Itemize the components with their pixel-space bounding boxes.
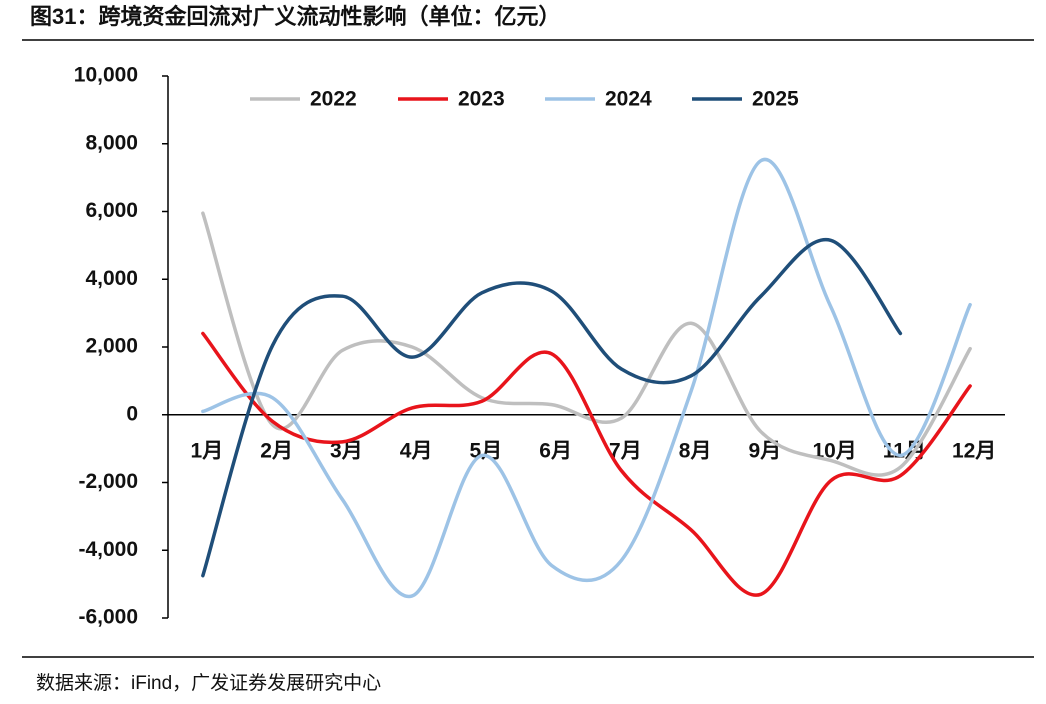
legend-label: 2022 [310, 88, 357, 111]
y-tick-label: 8,000 [85, 131, 138, 154]
x-tick-label: 8月 [679, 439, 712, 462]
x-tick-label: 9月 [749, 439, 782, 462]
y-tick-label: 10,000 [74, 64, 138, 87]
y-tick-label: 0 [126, 402, 138, 425]
series-line [201, 331, 972, 597]
series-line [201, 211, 972, 477]
y-tick-label: 2,000 [85, 335, 138, 358]
y-tick-label: -6,000 [78, 606, 138, 629]
legend-label: 2024 [605, 88, 652, 111]
x-tick-label: 3月 [330, 439, 363, 462]
series-line [201, 157, 972, 599]
x-tick-label: 10月 [812, 439, 856, 462]
x-tick-label: 4月 [400, 439, 433, 462]
x-tick-label: 1月 [191, 439, 224, 462]
legend-label: 2023 [458, 88, 505, 111]
x-tick-label: 2月 [260, 439, 293, 462]
x-tick-label: 7月 [609, 439, 642, 462]
x-tick-label: 12月 [952, 439, 996, 462]
legend-label: 2025 [752, 88, 799, 111]
y-tick-label: 4,000 [85, 267, 138, 290]
series-line [201, 237, 903, 578]
y-tick-label: -2,000 [78, 470, 138, 493]
x-tick-label: 6月 [539, 439, 572, 462]
chart-title: 图31：跨境资金回流对广义流动性影响（单位：亿元） [30, 4, 560, 29]
y-tick-label: -4,000 [78, 538, 138, 561]
y-tick-label: 6,000 [85, 199, 138, 222]
source: 数据来源：iFind，广发证券发展研究中心 [36, 672, 381, 694]
